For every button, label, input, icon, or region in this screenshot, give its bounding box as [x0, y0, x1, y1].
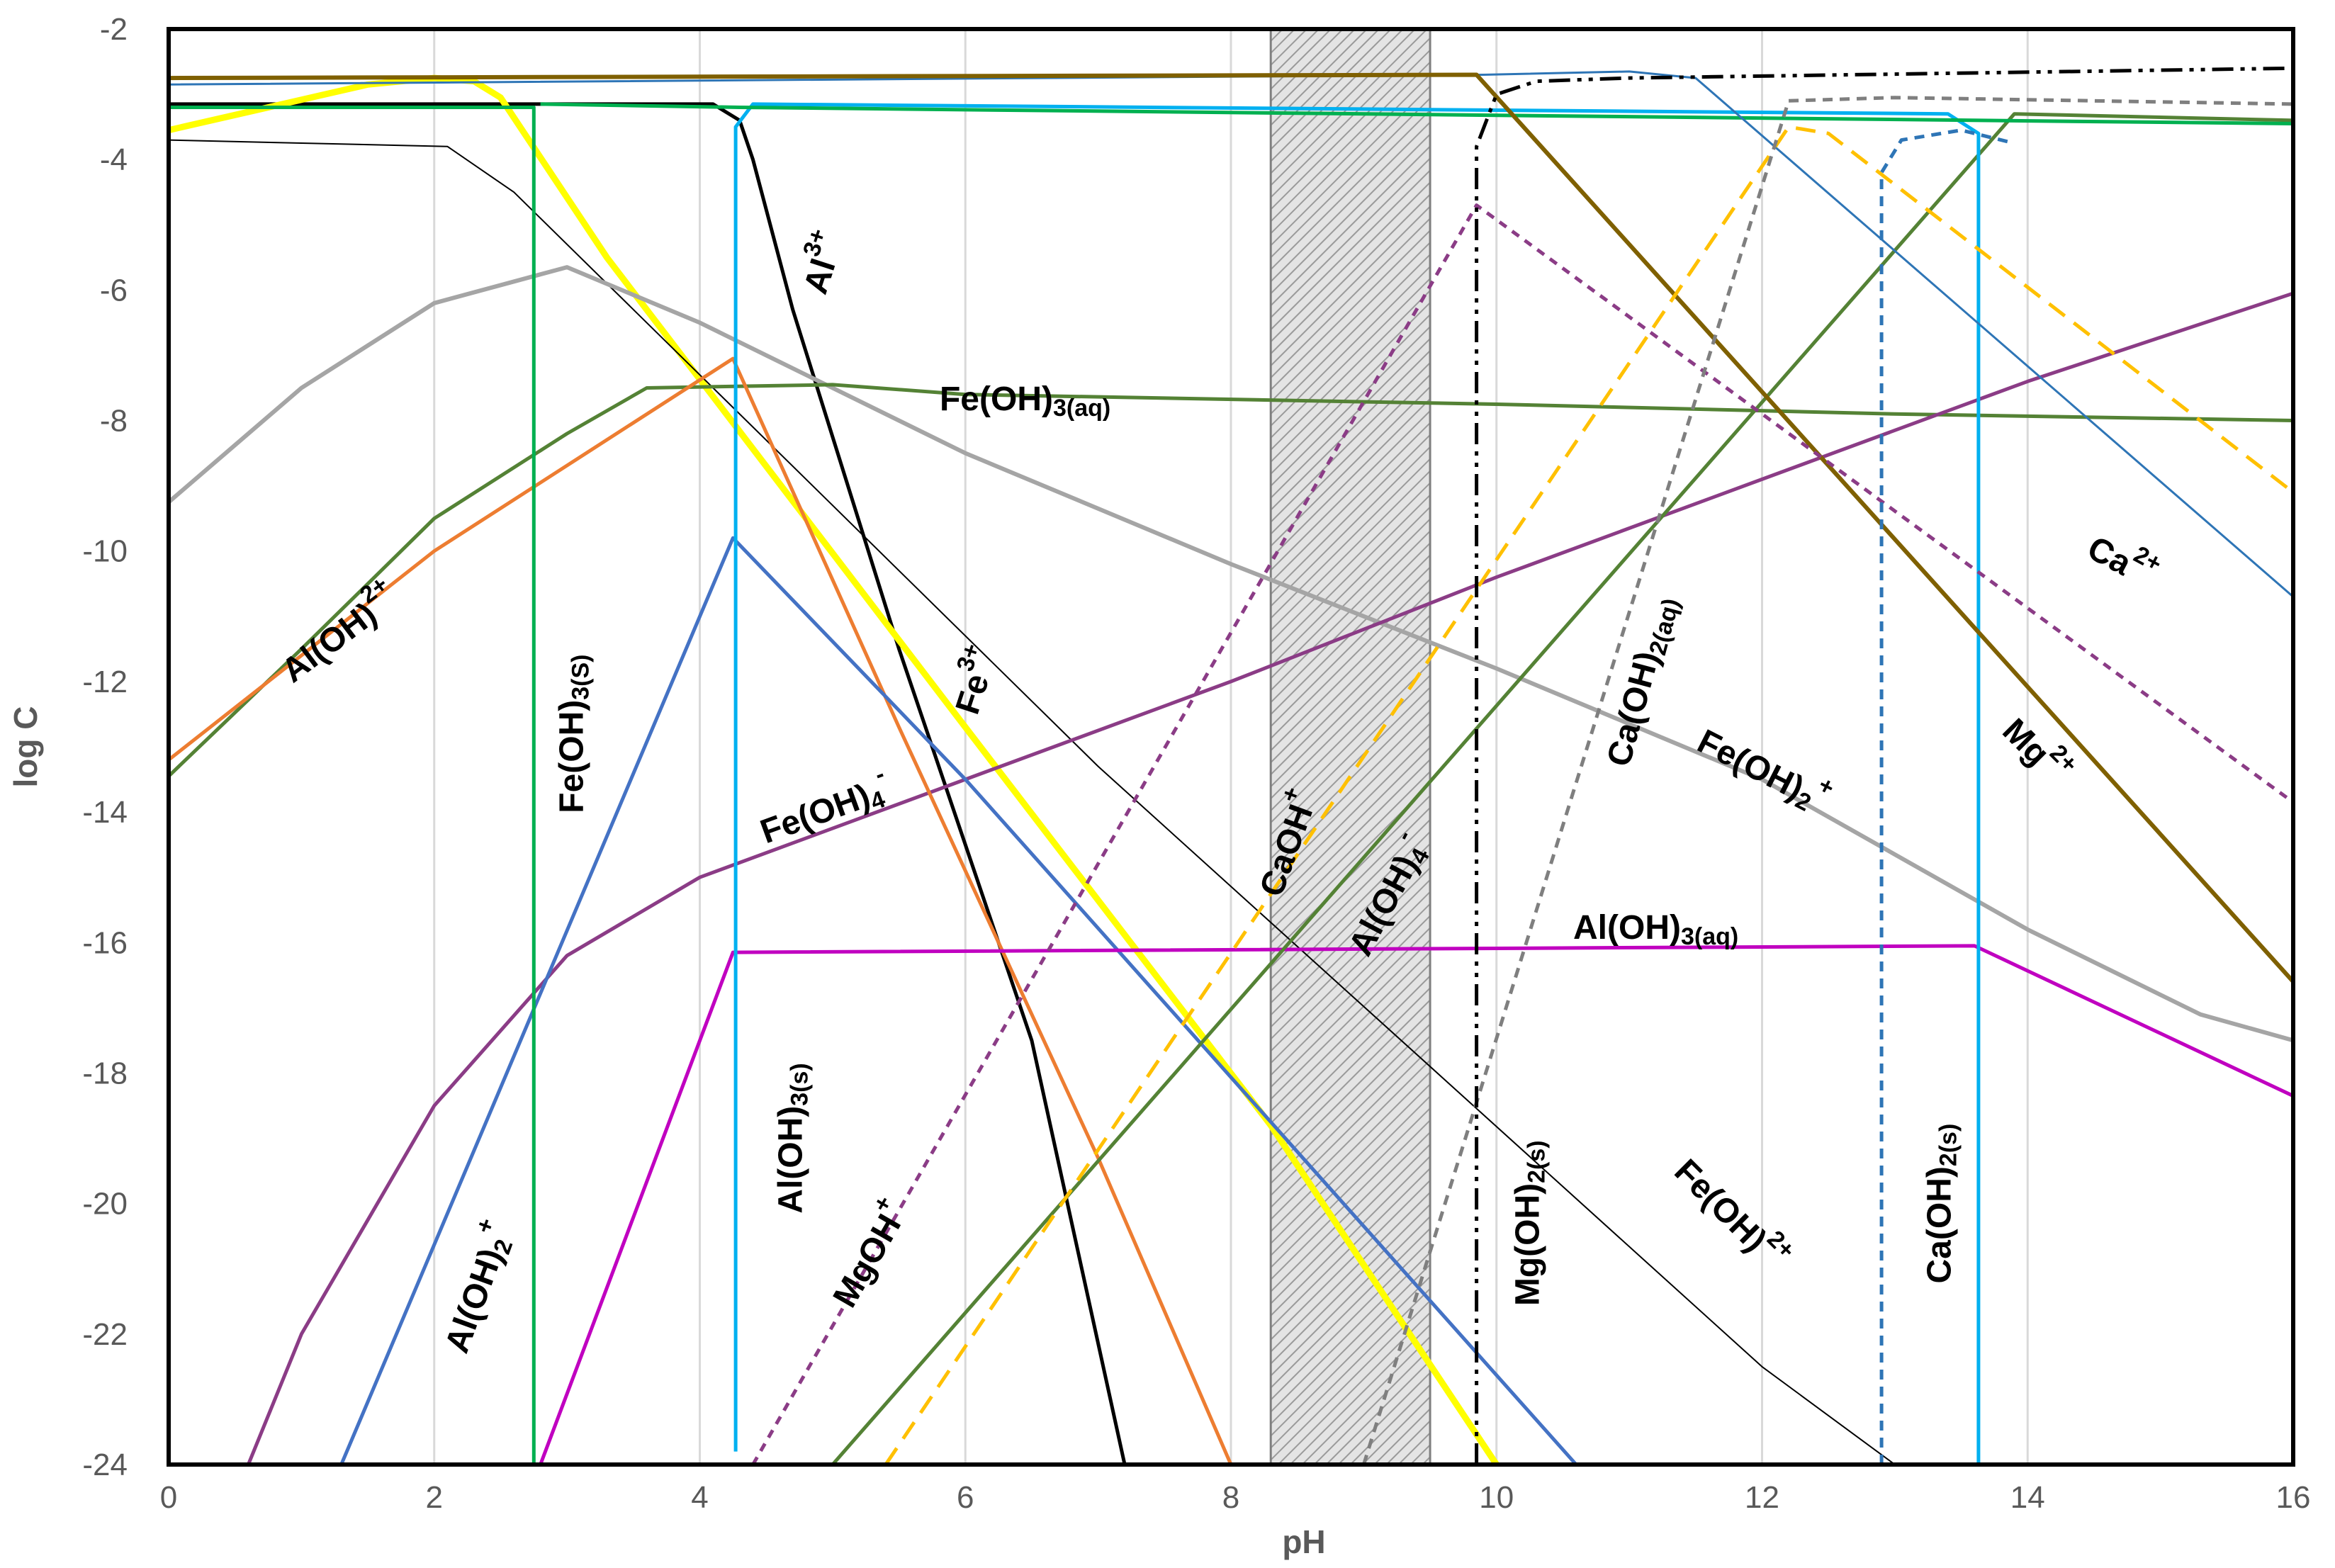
x-tick-label: 8 [1222, 1480, 1239, 1515]
series-label: Mg(OH)2(s) [1509, 1140, 1550, 1306]
y-tick-label: -20 [82, 1187, 128, 1222]
svg-text:Mg(OH)2(s): Mg(OH)2(s) [1509, 1140, 1550, 1306]
series-line [169, 265, 2293, 1043]
x-tick-label: 6 [957, 1480, 974, 1515]
y-tick-label: -12 [82, 665, 128, 699]
series-label: Al(OH)2+ [429, 1214, 523, 1359]
svg-text:Ca(OH)2(s): Ca(OH)2(s) [1920, 1124, 1962, 1284]
svg-text:Al(OH)2+: Al(OH)2+ [429, 1214, 523, 1359]
series-label: Ca(OH)2(aq) [1600, 592, 1685, 771]
series-label: Fe(OH)3(aq) [940, 380, 1110, 422]
series-line [339, 536, 1578, 1465]
series-line [169, 74, 1500, 1465]
series-line [733, 102, 1981, 1465]
series-label: Mg2+ [1996, 705, 2083, 793]
series-label: Fe(OH)3(S) [553, 654, 594, 813]
svg-text:Al(OH)3(aq): Al(OH)3(aq) [1573, 909, 1738, 950]
series-label: Al3+ [787, 225, 851, 298]
svg-text:Ca2+: Ca2+ [2081, 521, 2166, 596]
y-tick-label: -2 [100, 12, 128, 47]
svg-text:Fe(OH)3(S): Fe(OH)3(S) [553, 654, 594, 813]
svg-text:Fe(OH)4-: Fe(OH)4- [752, 760, 896, 854]
y-tick-label: -10 [82, 534, 128, 569]
series-line [169, 356, 1233, 1465]
y-tick-label: -6 [100, 273, 128, 308]
x-tick-label: 10 [1479, 1480, 1514, 1515]
series-line [169, 70, 2293, 598]
series-line [169, 106, 536, 1465]
series-label: Al(OH)3(s) [772, 1063, 813, 1213]
svg-text:Fe(OH)2+: Fe(OH)2+ [1667, 1145, 1801, 1278]
svg-text:Ca(OH)2(aq): Ca(OH)2(aq) [1600, 592, 1685, 771]
plot-frame [167, 27, 2295, 1467]
svg-text:Mg2+: Mg2+ [1996, 705, 2083, 793]
series-lines [169, 66, 2293, 1465]
x-tick-label: 2 [426, 1480, 443, 1515]
y-axis-title: log C [7, 706, 44, 788]
y-tick-label: -22 [82, 1317, 128, 1352]
series-line [169, 383, 2293, 778]
series-label: Fe(OH)2+ [1690, 714, 1839, 823]
svg-text:Al(OH)2+: Al(OH)2+ [269, 571, 405, 690]
series-label: Ca2+ [2081, 521, 2166, 596]
series-label: Fe3+ [939, 641, 1005, 719]
series-line [831, 112, 2293, 1465]
series-line [1879, 128, 2015, 1465]
x-tick-label: 0 [160, 1480, 177, 1515]
series-line [1475, 66, 2293, 1465]
x-tick-label: 14 [2010, 1480, 2045, 1515]
svg-text:Fe3+: Fe3+ [939, 641, 1005, 719]
tick-labels: 0 2 4 6 8 10 12 14 16 -2 -4 -6 -8 -10 -12 -14 -16 -18 -20 -… [82, 12, 2310, 1515]
x-tick-label: 12 [1745, 1480, 1779, 1515]
x-tick-label: 4 [691, 1480, 708, 1515]
y-tick-label: -16 [82, 925, 128, 960]
y-tick-label: -18 [82, 1056, 128, 1090]
series-line [169, 139, 1896, 1465]
series-label: Al(OH)3(aq) [1573, 909, 1738, 950]
y-tick-label: -8 [100, 404, 128, 439]
series-label: Fe(OH)2+ [1667, 1145, 1801, 1278]
svg-text:MgOH+: MgOH+ [818, 1191, 916, 1314]
series-line [539, 944, 2293, 1465]
svg-text:Fe(OH)2+: Fe(OH)2+ [1690, 714, 1839, 823]
y-tick-label: -4 [100, 142, 128, 177]
svg-text:Fe(OH)3(aq): Fe(OH)3(aq) [940, 380, 1110, 422]
series-label: Ca(OH)2(s) [1920, 1124, 1962, 1284]
grid-lines [433, 29, 2029, 1465]
svg-text:Al3+: Al3+ [787, 225, 851, 298]
y-tick-label: -14 [82, 795, 128, 830]
svg-text:Al(OH)3(s): Al(OH)3(s) [772, 1063, 813, 1213]
series-line [1362, 96, 2293, 1465]
series-line [169, 72, 2293, 983]
series-label: Fe(OH)4- [752, 760, 896, 854]
y-tick-label: -24 [82, 1448, 128, 1482]
x-tick-label: 16 [2276, 1480, 2311, 1515]
series-label: MgOH+ [818, 1191, 916, 1314]
series-line [540, 102, 2293, 125]
x-axis-title: pH [1282, 1523, 1325, 1560]
series-label: Al(OH)2+ [269, 571, 405, 690]
series-line [751, 203, 2293, 1465]
series-line [884, 125, 2293, 1465]
